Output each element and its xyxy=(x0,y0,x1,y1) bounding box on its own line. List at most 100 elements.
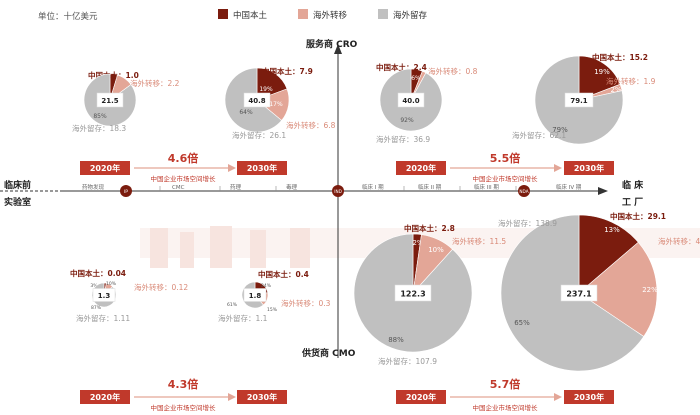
y-axis-bottom-label: 供货商 CMO xyxy=(301,347,356,359)
pie-callout-remain: 海外留存：62.1 xyxy=(512,130,566,140)
marker-ip xyxy=(120,185,132,197)
year-box-to xyxy=(564,390,614,404)
legend-swatch-transfer xyxy=(298,9,308,19)
stage-label-phase2: 临床 II 期 xyxy=(418,183,442,191)
pie-callout-transfer: 海外转移：2.2 xyxy=(130,78,180,88)
pie-bottom-right-2020: 2% 中国本土：2.8 10% 海外转移：11.5 88% 海外留存：107.9 122.3 xyxy=(353,223,506,366)
year-box-to-label: 2030年 xyxy=(574,392,604,402)
pie-center-value: 40.8 xyxy=(248,97,265,105)
legend-label-remain: 海外留存 xyxy=(393,10,428,21)
pie-pct-label-transfer: 2% xyxy=(610,86,621,94)
pie-callout-remain: 海外留存：18.3 xyxy=(72,123,126,133)
pie-pct-label-domestic: 13% xyxy=(604,226,620,234)
pie-top-left-2030: 19% 中国本土：7.9 17% 海外转移：6.8 64% 海外留存：26.1 40.8 xyxy=(224,66,336,140)
legend: 中国本土 海外转移 海外留存 xyxy=(218,9,428,21)
panel-top-right-growth: 2020年 2030年 5.5倍 中国企业市场空间增长 xyxy=(396,151,614,183)
year-box-from xyxy=(396,390,446,404)
growth-caption: 中国企业市场空间增长 xyxy=(151,174,217,183)
pie-center-box xyxy=(92,288,116,302)
pie-pct-label-transfer: 10% xyxy=(428,246,444,254)
pie-center-value: 1.3 xyxy=(98,292,111,300)
growth-multiple: 5.7倍 xyxy=(490,377,521,391)
pie-pct-label-transfer: 15% xyxy=(267,307,278,313)
growth-caption: 中国企业市场空间增长 xyxy=(151,403,217,412)
pie-pct-label-remain: 85% xyxy=(93,113,107,120)
pie-callout-domestic: 中国本土：2.4 xyxy=(376,62,427,72)
pie-pct-label-remain: 87% xyxy=(91,305,102,311)
pie-pct-label-remain: 61% xyxy=(227,302,238,308)
year-box-from xyxy=(80,390,130,404)
pie-bottom-left-2030: 24% 中国本土：0.4 15%海外转移：0.3 61% 海外留存：1.1 1.8 xyxy=(218,269,331,323)
pie-center-box xyxy=(564,92,594,108)
pie-slice-remain xyxy=(353,233,473,353)
pie-slice-domestic xyxy=(256,67,288,101)
pie-center-box xyxy=(560,284,598,302)
year-box-from-label: 2020年 xyxy=(406,392,436,402)
pie-center-value: 21.5 xyxy=(101,97,118,105)
pie-slice-transfer xyxy=(578,241,658,337)
pie-callout-domestic: 中国本土：1.0 xyxy=(88,70,139,80)
growth-caption: 中国企业市场空间增长 xyxy=(473,174,539,183)
marker-ind-label: IND xyxy=(334,189,342,194)
axes: 服务商 CRO 供货商 CMO 临床前 实验室 临 床 工 厂 xyxy=(0,38,644,359)
legend-swatch-domestic xyxy=(218,9,228,19)
growth-multiple: 5.5倍 xyxy=(490,151,521,165)
growth-arrow-head xyxy=(228,164,236,172)
horizontal-axis-arrow xyxy=(598,187,608,195)
pie-pct-label-domestic: 19% xyxy=(594,68,610,76)
x-axis-right-bottom-label: 工 厂 xyxy=(622,197,643,208)
pie-center-box xyxy=(397,92,425,108)
milestone-markers: IP IND NDA xyxy=(120,185,530,197)
pie-slice-domestic xyxy=(578,214,639,294)
panel-bottom-left-growth: 2020年 2030年 4.3倍 中国企业市场空间增长 xyxy=(80,377,287,412)
marker-nda xyxy=(518,185,530,197)
pie-center-value: 1.8 xyxy=(249,292,262,300)
pie-callout-domestic: 中国本土：29.1 xyxy=(610,211,666,221)
pie-top-right-2020: 6%中国本土：2.42%海外转移：0.892%海外留存：36.940.0 xyxy=(376,62,478,144)
pie-center-value: 237.1 xyxy=(566,290,592,299)
year-box-from-label: 2020年 xyxy=(90,163,120,173)
legend-label-transfer: 海外转移 xyxy=(313,10,348,21)
pie-pct-label-transfer: 22% xyxy=(642,286,658,294)
pie-callout-remain: 海外留存：138.9 xyxy=(498,218,557,228)
year-box-from-label: 2020年 xyxy=(406,163,436,173)
pie-pct-label-remain: 79% xyxy=(552,126,568,134)
pie-pct-label-remain: 92% xyxy=(400,117,414,124)
stage-label-pharmacology: 药理 xyxy=(230,183,242,191)
pie-callout-transfer: 海外转移：0.3 xyxy=(281,298,331,308)
pie-center-value: 122.3 xyxy=(400,290,425,299)
year-box-to xyxy=(564,161,614,175)
pie-pct-label-remain: 64% xyxy=(239,109,253,116)
year-box-to-label: 2030年 xyxy=(574,163,604,173)
pie-center-box xyxy=(96,92,124,108)
pie-callout-transfer: 海外转移：6.8 xyxy=(286,120,336,130)
pie-callout-transfer: 海外转移：1.9 xyxy=(606,76,656,86)
marker-ip-label: IP xyxy=(124,189,128,195)
year-box-to xyxy=(237,390,287,404)
pie-callout-domestic: 中国本土：2.8 xyxy=(404,223,455,233)
year-box-to xyxy=(237,161,287,175)
pie-bottom-left-2020: 3% 中国本土：0.04 10% 海外转移：0.12 87% 海外留存：1.11 1.3 xyxy=(70,268,188,323)
year-box-to-label: 2030年 xyxy=(247,392,277,402)
pie-center-value: 79.1 xyxy=(570,97,587,105)
stage-label-phase1: 临床 I 期 xyxy=(362,183,384,191)
pie-pct-label-remain: 88% xyxy=(388,336,404,344)
growth-multiple: 4.6倍 xyxy=(168,151,199,165)
stage-label-phase4: 临床 IV 期 xyxy=(556,183,582,191)
x-axis-left-top-label: 临床前 xyxy=(4,179,31,191)
panel-bottom-right-growth: 2020年 2030年 5.7倍 中国企业市场空间增长 xyxy=(396,377,614,412)
marker-ind xyxy=(332,185,344,197)
growth-arrow-head xyxy=(554,164,562,172)
year-box-from xyxy=(80,161,130,175)
pie-callout-transfer: 海外转移：11.5 xyxy=(452,236,506,246)
pie-callout-remain: 海外留存：1.1 xyxy=(218,313,268,323)
unit-label: 单位：十亿美元 xyxy=(38,11,98,22)
pie-callout-domestic: 中国本土：0.04 xyxy=(70,268,126,278)
stage-label-phase3: 临床 III 期 xyxy=(474,183,499,191)
pie-center-box xyxy=(243,288,267,302)
growth-arrow-head xyxy=(228,393,236,401)
pie-center-box xyxy=(243,92,271,108)
